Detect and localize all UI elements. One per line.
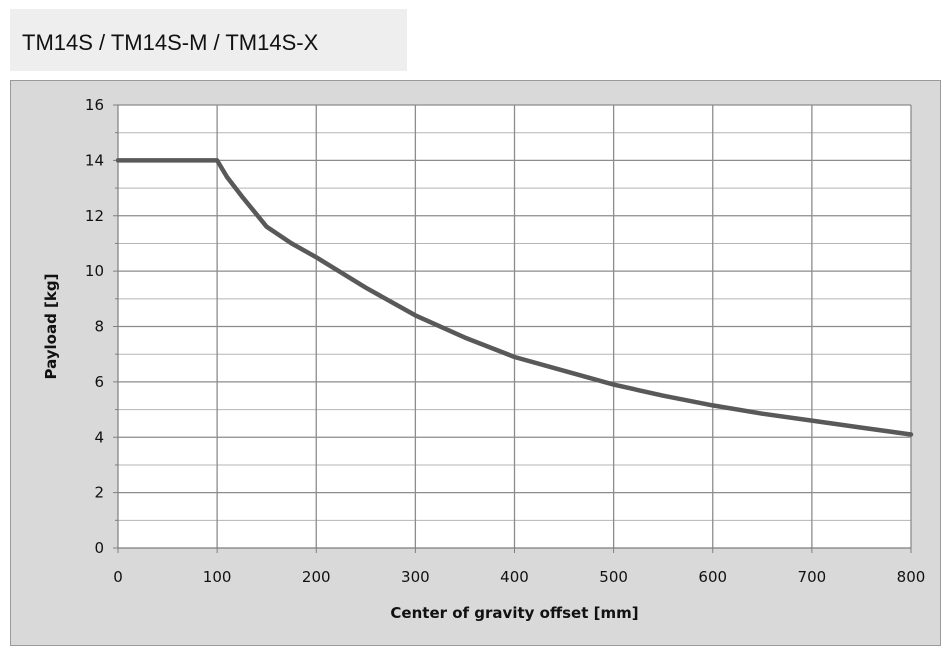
chart-grid (118, 104, 912, 548)
x-tick-label: 500 (599, 568, 628, 586)
x-tick-label: 600 (698, 568, 727, 586)
x-tick-label: 700 (798, 568, 827, 586)
page-title: TM14S / TM14S-M / TM14S-X (22, 30, 319, 55)
y-axis-label: Payload [kg] (42, 274, 60, 380)
y-tick-label: 2 (94, 484, 104, 502)
chart-ticks: 0 2 4 6 8 10 12 14 16 0 100 200 300 400 500 600 700 800 (85, 96, 925, 586)
chart-axes (113, 104, 912, 553)
y-tick-label: 0 (94, 539, 104, 557)
y-tick-label: 4 (94, 428, 104, 446)
y-tick-label: 14 (85, 151, 104, 169)
y-tick-label: 16 (85, 96, 104, 114)
x-tick-label: 400 (500, 568, 529, 586)
y-tick-label: 8 (94, 318, 104, 336)
x-tick-label: 0 (113, 568, 123, 586)
title-banner: TM14S / TM14S-M / TM14S-X (10, 9, 407, 71)
x-tick-label: 100 (203, 568, 232, 586)
x-tick-label: 800 (897, 568, 926, 586)
payload-curve (115, 158, 914, 437)
x-tick-label: 200 (302, 568, 331, 586)
x-axis-label: Center of gravity offset [mm] (390, 604, 638, 622)
x-tick-label: 300 (401, 568, 430, 586)
y-tick-label: 10 (85, 262, 104, 280)
chart-series (115, 158, 914, 437)
y-tick-label: 6 (94, 373, 104, 391)
y-tick-label: 12 (85, 207, 104, 225)
